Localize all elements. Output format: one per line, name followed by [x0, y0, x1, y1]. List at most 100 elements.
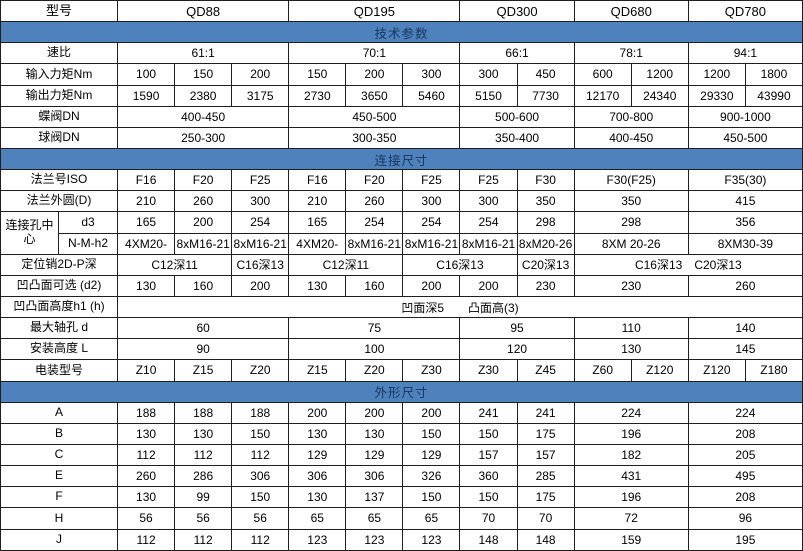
data-cell: 8xM20-26	[516, 232, 575, 255]
data-cell: 195	[687, 528, 803, 551]
data-cell: 500-600	[459, 105, 575, 128]
data-cell: Z10	[117, 359, 176, 382]
data-cell: 70	[459, 507, 518, 530]
table-row: 蝶阀DN 400-450 450-500 500-600 700-800 900-1000	[0, 105, 803, 128]
data-cell: 5150	[459, 84, 518, 107]
data-cell: F35(30)	[687, 169, 803, 192]
data-cell: 150	[459, 486, 518, 509]
data-cell: 112	[174, 443, 233, 467]
data-cell: 196	[573, 422, 689, 445]
data-cell: 96	[687, 507, 803, 530]
data-cell: Z30	[459, 359, 518, 382]
data-cell: 1200	[630, 63, 689, 86]
data-cell: 210	[288, 190, 347, 213]
table-row: 最大轴孔 d 60 75 95 110 140	[0, 317, 803, 340]
data-cell: F30(F25)	[573, 169, 689, 192]
data-cell: F16	[117, 169, 176, 192]
data-cell: 95	[459, 317, 575, 340]
data-cell: 254	[345, 211, 404, 234]
data-cell: 123	[345, 528, 404, 551]
data-cell: 700-800	[573, 105, 689, 128]
data-cell: 150	[231, 486, 290, 509]
data-cell: 112	[231, 528, 290, 551]
table-row: 法兰号ISO F16 F20 F25 F16 F20 F25 F25 F30 F30(F25) F3…	[0, 169, 803, 192]
row-label: 最大轴孔 d	[0, 317, 119, 340]
row-label: 输出力矩Nm	[0, 84, 119, 107]
row-label: 速比	[0, 42, 119, 65]
data-cell: 70:1	[288, 42, 461, 65]
model-header-cell: QD780	[687, 0, 803, 23]
data-cell: 1800	[744, 63, 803, 86]
data-cell: 400-450	[573, 126, 689, 149]
data-cell: 2380	[174, 84, 233, 107]
data-cell: 400-450	[117, 105, 290, 128]
data-cell: 120	[459, 338, 575, 361]
data-cell: 224	[687, 401, 803, 424]
table-row: A 188 188 188 200 200 200 241 241 224 224	[0, 401, 803, 424]
data-cell: F16	[288, 169, 347, 192]
data-cell: 157	[459, 443, 518, 467]
data-cell: 188	[231, 401, 290, 424]
data-cell: F20	[345, 169, 404, 192]
data-cell: 208	[687, 486, 803, 509]
data-cell: 123	[402, 528, 461, 551]
data-cell: 66:1	[459, 42, 575, 65]
data-cell: 165	[288, 211, 347, 234]
table-row: 电装型号 Z10 Z15 Z20 Z15 Z20 Z30 Z30 Z45 Z60 Z120 Z120 Z…	[0, 359, 803, 382]
data-cell: 72	[573, 507, 689, 530]
data-cell: 94:1	[687, 42, 803, 65]
data-cell: 56	[117, 507, 176, 530]
data-cell: 300	[459, 190, 518, 213]
row-label: J	[0, 528, 119, 551]
data-cell: 3175	[231, 84, 290, 107]
data-cell: 112	[231, 443, 290, 467]
data-cell: 208	[687, 422, 803, 445]
data-cell: 306	[288, 465, 347, 488]
data-cell: Z20	[345, 359, 404, 382]
data-cell: 260	[687, 274, 803, 297]
section-row: 技术参数	[0, 21, 803, 44]
data-cell: 7730	[516, 84, 575, 107]
table-row: H 56 56 56 65 65 65 70 70 72 96	[0, 507, 803, 530]
data-cell: 148	[459, 528, 518, 551]
data-cell: 12170	[573, 84, 632, 107]
data-cell: 90	[117, 338, 290, 361]
data-cell: 350-400	[459, 126, 575, 149]
data-cell: 3650	[345, 84, 404, 107]
data-cell: 230	[573, 274, 689, 297]
row-label: F	[0, 486, 119, 509]
data-cell: 148	[516, 528, 575, 551]
row-label: 凹凸面可选 (d2)	[0, 274, 119, 297]
data-cell: 159	[573, 528, 689, 551]
section-row: 连接尺寸	[0, 147, 803, 171]
data-cell: 130	[117, 486, 176, 509]
data-cell: 112	[174, 528, 233, 551]
model-header-cell: QD300	[459, 0, 575, 23]
data-cell: 300	[402, 190, 461, 213]
row-sublabel: d3	[57, 211, 119, 234]
table-row: F 130 99 150 130 137 150 150 175 196 208	[0, 486, 803, 509]
data-cell: 65	[402, 507, 461, 530]
section-band: 外形尺寸	[0, 380, 803, 403]
data-cell: 600	[573, 63, 632, 86]
data-cell: Z15	[288, 359, 347, 382]
row-label: 连接孔中心	[0, 211, 59, 255]
data-cell: 200	[345, 63, 404, 86]
table-row: C 112 112 112 129 129 129 157 157 182 205	[0, 443, 803, 467]
data-cell: 200	[345, 401, 404, 424]
data-cell: 182	[573, 443, 689, 467]
table-row: 定位销2D-P深 C12深11 C16深13 C12深11 C16深13 C20深13 C1…	[0, 253, 803, 276]
table-row: 球阀DN 250-300 300-350 350-400 400-450 450-500	[0, 126, 803, 149]
row-label: 法兰号ISO	[0, 169, 119, 192]
data-cell: 145	[687, 338, 803, 361]
data-cell: 188	[117, 401, 176, 424]
data-cell: Z120	[630, 359, 689, 382]
row-label: 凹凸面高度h1 (h)	[0, 295, 119, 319]
data-cell: 8xM16-21	[345, 232, 404, 255]
data-cell: 2730	[288, 84, 347, 107]
row-label: H	[0, 507, 119, 530]
data-cell: 415	[687, 190, 803, 213]
row-label: 蝶阀DN	[0, 105, 119, 128]
data-cell: C16深13 C20深13	[573, 253, 803, 276]
